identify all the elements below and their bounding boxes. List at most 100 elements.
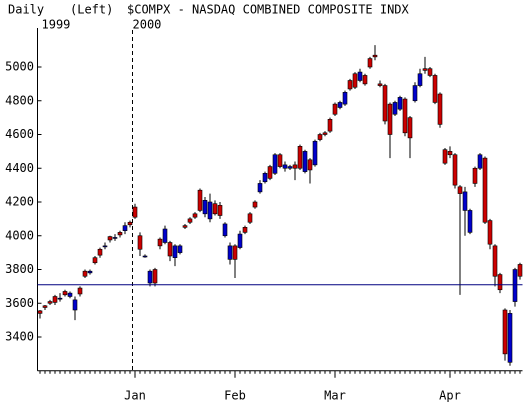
candle-body: [352, 73, 358, 88]
candle-body: [382, 85, 388, 122]
candle-body: [357, 71, 363, 81]
candle-body: [192, 213, 198, 218]
candle-body: [82, 270, 88, 277]
candle-body: [217, 205, 223, 216]
candle-body: [372, 54, 378, 58]
candle-body: [207, 201, 213, 220]
candle-body: [242, 227, 248, 233]
candle-body: [77, 287, 83, 295]
candle-body: [257, 183, 263, 193]
candle-body: [122, 225, 128, 231]
candle-body: [262, 173, 268, 183]
candle-body: [142, 255, 148, 258]
candle-body: [112, 237, 118, 239]
candle-body: [247, 213, 253, 223]
candle-body: [402, 98, 408, 134]
candle-body: [457, 186, 463, 194]
candle-body: [67, 292, 73, 297]
y-tick-label: 5000: [5, 60, 34, 74]
candle-body: [312, 140, 318, 166]
y-tick-label: 3400: [5, 330, 34, 344]
candle-body: [442, 149, 448, 164]
candle-body: [332, 103, 338, 115]
candle-body: [252, 201, 258, 208]
candle-body: [202, 200, 208, 215]
candle-body: [297, 146, 303, 169]
candle-body: [157, 238, 163, 247]
candle-body: [377, 83, 383, 86]
candle-body: [42, 305, 48, 308]
y-tick-label: 3800: [5, 262, 34, 276]
candle-body: [282, 164, 288, 169]
candle-body: [162, 228, 168, 243]
candle-body: [127, 221, 133, 226]
candle-body: [102, 245, 108, 248]
candle-body: [512, 269, 518, 302]
candle-body: [467, 210, 473, 233]
candle-body: [117, 232, 123, 236]
candle-body: [437, 93, 443, 125]
candle-body: [497, 274, 503, 291]
candle-body: [307, 159, 313, 171]
candle-body: [267, 166, 273, 179]
candle-body: [302, 151, 308, 172]
y-tick-label: 4800: [5, 93, 34, 107]
candle-body: [37, 310, 43, 314]
y-tick-label: 4600: [5, 127, 34, 141]
candle-body: [72, 299, 78, 311]
candle-body: [182, 225, 188, 228]
candle-body: [222, 223, 228, 237]
candle-body: [412, 85, 418, 102]
candle-body: [427, 68, 433, 76]
x-tick-label: Jan: [124, 389, 146, 403]
candle-body: [397, 97, 403, 110]
y-tick-label: 4000: [5, 228, 34, 242]
candle-body: [507, 313, 513, 363]
candle-body: [477, 154, 483, 169]
x-tick-label: Feb: [224, 389, 246, 403]
y-tick-label: 4200: [5, 195, 34, 209]
candle-body: [137, 235, 143, 250]
candle-body: [407, 117, 413, 139]
candle-body: [287, 166, 293, 169]
candle-body: [47, 301, 53, 304]
candle-body: [147, 270, 153, 284]
candle-body: [272, 154, 278, 174]
candle-body: [337, 102, 343, 108]
candle-body: [517, 264, 523, 277]
candle-body: [212, 203, 218, 215]
candle-body: [172, 245, 178, 258]
candle-body: [292, 164, 298, 169]
candle-body: [387, 103, 393, 135]
candle-body: [237, 233, 243, 248]
candle-body: [197, 189, 203, 211]
candle-body: [227, 245, 233, 260]
candle-body: [487, 220, 493, 245]
year-label: 2000: [133, 18, 162, 32]
candle-body: [167, 242, 173, 257]
candle-body: [57, 297, 63, 300]
axis-side-label: (Left): [70, 3, 113, 17]
candle-body: [417, 73, 423, 86]
candle-body: [347, 80, 353, 90]
candle-body: [432, 75, 438, 103]
candle-body: [187, 218, 193, 223]
candle-body: [92, 257, 98, 264]
candle-body: [232, 245, 238, 260]
candle-body: [152, 269, 158, 284]
candle-body: [392, 102, 398, 115]
candle-body: [447, 151, 453, 156]
candle-body: [452, 154, 458, 186]
candle-body: [132, 206, 138, 218]
y-tick-label: 4400: [5, 161, 34, 175]
candle-body: [87, 270, 93, 274]
candle-body: [327, 119, 333, 132]
candle-body: [462, 191, 468, 211]
candle-body: [472, 167, 478, 184]
candle-body: [367, 58, 373, 68]
chart-title: $COMPX - NASDAQ COMBINED COMPOSITE INDX: [127, 3, 410, 17]
candle-body: [482, 157, 488, 223]
candle-body: [277, 154, 283, 167]
candle-body: [492, 245, 498, 277]
